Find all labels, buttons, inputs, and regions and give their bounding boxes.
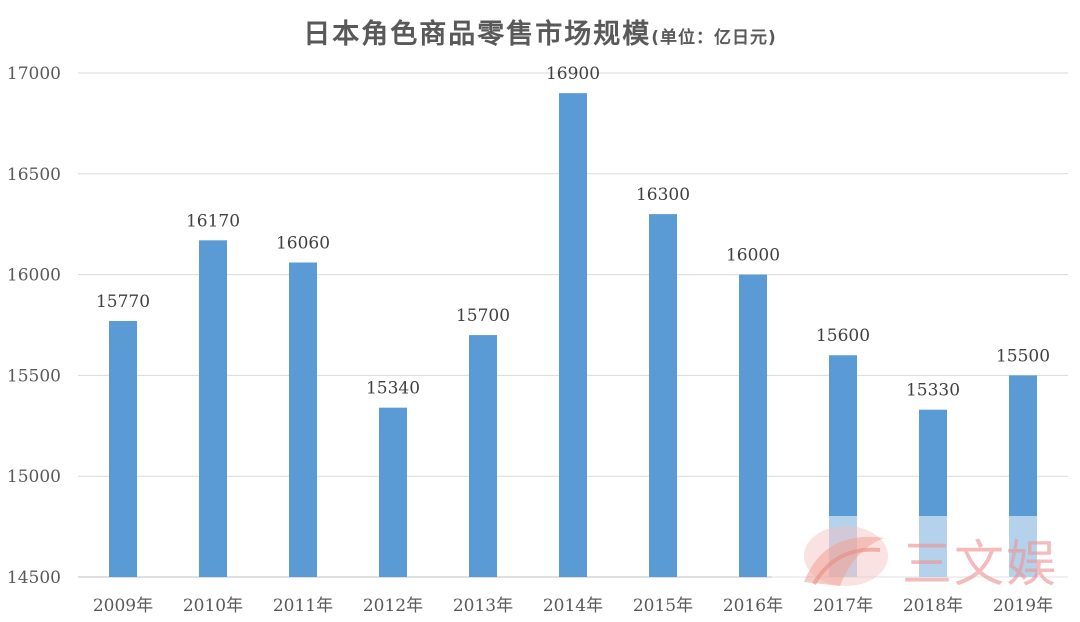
y-axis-ticks: 14500 15000 15500 16000 16500 17000 <box>7 64 61 588</box>
chart-title-main: 日本角色商品零售市场规模 <box>303 19 652 50</box>
watermark: 三文娱 <box>772 516 1080 596</box>
data-label: 16900 <box>546 64 600 84</box>
x-tick-label: 2019年 <box>993 596 1053 616</box>
x-tick-label: 2013年 <box>453 596 513 616</box>
bar <box>109 320 137 577</box>
y-tick-label: 14500 <box>7 568 61 588</box>
bar <box>649 214 677 577</box>
bar <box>739 274 767 577</box>
x-tick-label: 2012年 <box>363 596 423 616</box>
x-tick-label: 2010年 <box>183 596 243 616</box>
bars <box>109 93 1037 577</box>
x-tick-label: 2015年 <box>633 596 693 616</box>
data-label: 16300 <box>636 185 690 205</box>
bar <box>559 93 587 577</box>
bar <box>199 240 227 577</box>
y-tick-label: 17000 <box>7 64 61 84</box>
y-tick-label: 16000 <box>7 266 61 286</box>
data-label: 15770 <box>96 292 150 312</box>
x-axis-ticks: 2009年 2010年 2011年 2012年 2013年 2014年 2015年 2016年… <box>93 596 1053 616</box>
y-tick-label: 15000 <box>7 467 61 487</box>
data-labels: 15770 16170 16060 15340 15700 16900 16300 16000… <box>96 64 1050 401</box>
x-tick-label: 2018年 <box>903 596 963 616</box>
x-tick-label: 2014年 <box>543 596 603 616</box>
data-label: 15700 <box>456 306 510 326</box>
bar <box>289 262 317 577</box>
bar <box>469 335 497 577</box>
x-tick-label: 2009年 <box>93 596 153 616</box>
chart-title: 日本角色商品零售市场规模(单位：亿日元) <box>0 12 1080 51</box>
y-tick-label: 15500 <box>7 366 61 386</box>
chart-subtitle: (单位：亿日元) <box>651 28 777 48</box>
data-label: 16170 <box>186 211 240 231</box>
data-label: 15600 <box>816 326 870 346</box>
data-label: 15330 <box>906 381 960 401</box>
y-tick-label: 16500 <box>7 165 61 185</box>
data-label: 15500 <box>996 346 1050 366</box>
x-tick-label: 2017年 <box>813 596 873 616</box>
x-tick-label: 2011年 <box>273 596 333 616</box>
watermark-text: 三文娱 <box>902 535 1058 593</box>
bar <box>379 407 407 577</box>
x-tick-label: 2016年 <box>723 596 783 616</box>
watermark-logo-icon <box>804 526 888 586</box>
data-label: 16000 <box>726 246 780 266</box>
data-label: 16060 <box>276 234 330 254</box>
data-label: 15340 <box>366 379 420 399</box>
